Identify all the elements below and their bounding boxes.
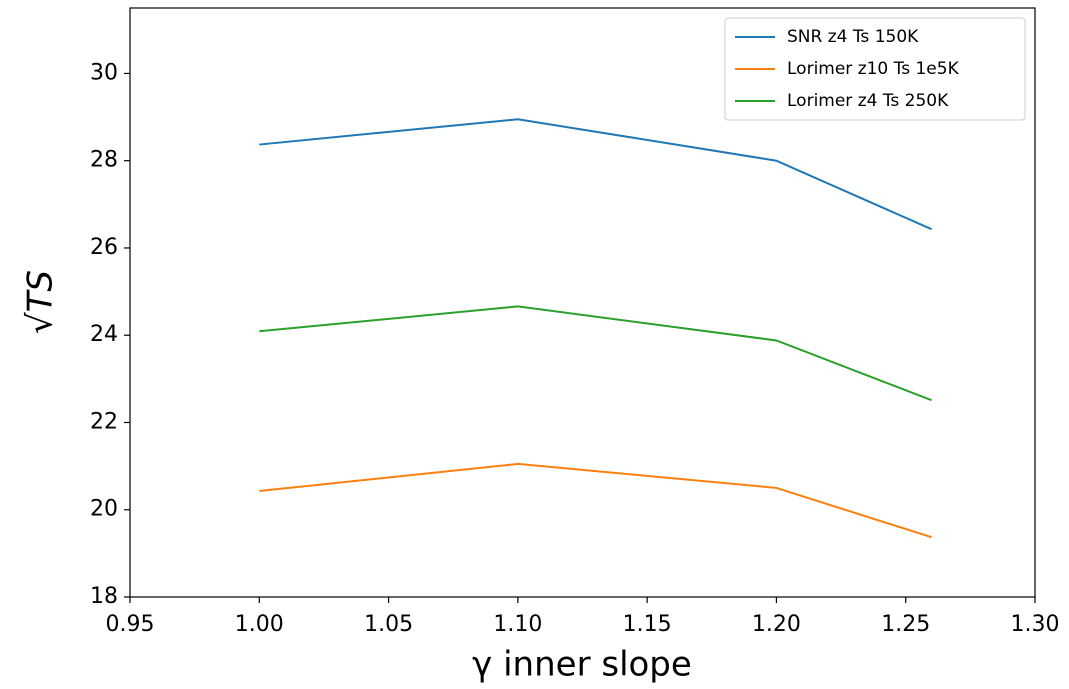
y-tick-label: 26	[90, 235, 118, 260]
x-tick-label: 1.25	[881, 612, 930, 637]
legend-label: Lorimer z10 Ts 1e5K	[787, 59, 960, 79]
y-tick-label: 22	[90, 409, 118, 434]
y-tick-label: 18	[90, 584, 118, 609]
legend-box	[724, 17, 1026, 121]
y-tick-label: 30	[90, 60, 118, 85]
line	[259, 118, 932, 231]
legend-label: SNR z4 Ts 150K	[787, 27, 919, 47]
plot-frame	[129, 7, 1036, 598]
x-tick-label: 1.10	[493, 612, 542, 637]
y-axis-label: √TS	[21, 270, 61, 334]
x-axis-label: γ inner slope	[472, 645, 692, 685]
x-tick-label: 1.20	[752, 612, 801, 637]
line	[259, 305, 932, 402]
y-tick-label: 20	[90, 497, 118, 522]
line	[259, 462, 932, 539]
y-tick-label: 24	[90, 322, 118, 347]
legend-label: Lorimer z4 Ts 250K	[787, 91, 949, 111]
x-tick-label: 0.95	[106, 612, 155, 637]
x-tick-label: 1.00	[235, 612, 284, 637]
x-tick-label: 1.15	[623, 612, 672, 637]
y-tick-label: 28	[90, 148, 118, 173]
x-tick-label: 1.30	[1011, 612, 1060, 637]
x-tick-label: 1.05	[364, 612, 413, 637]
